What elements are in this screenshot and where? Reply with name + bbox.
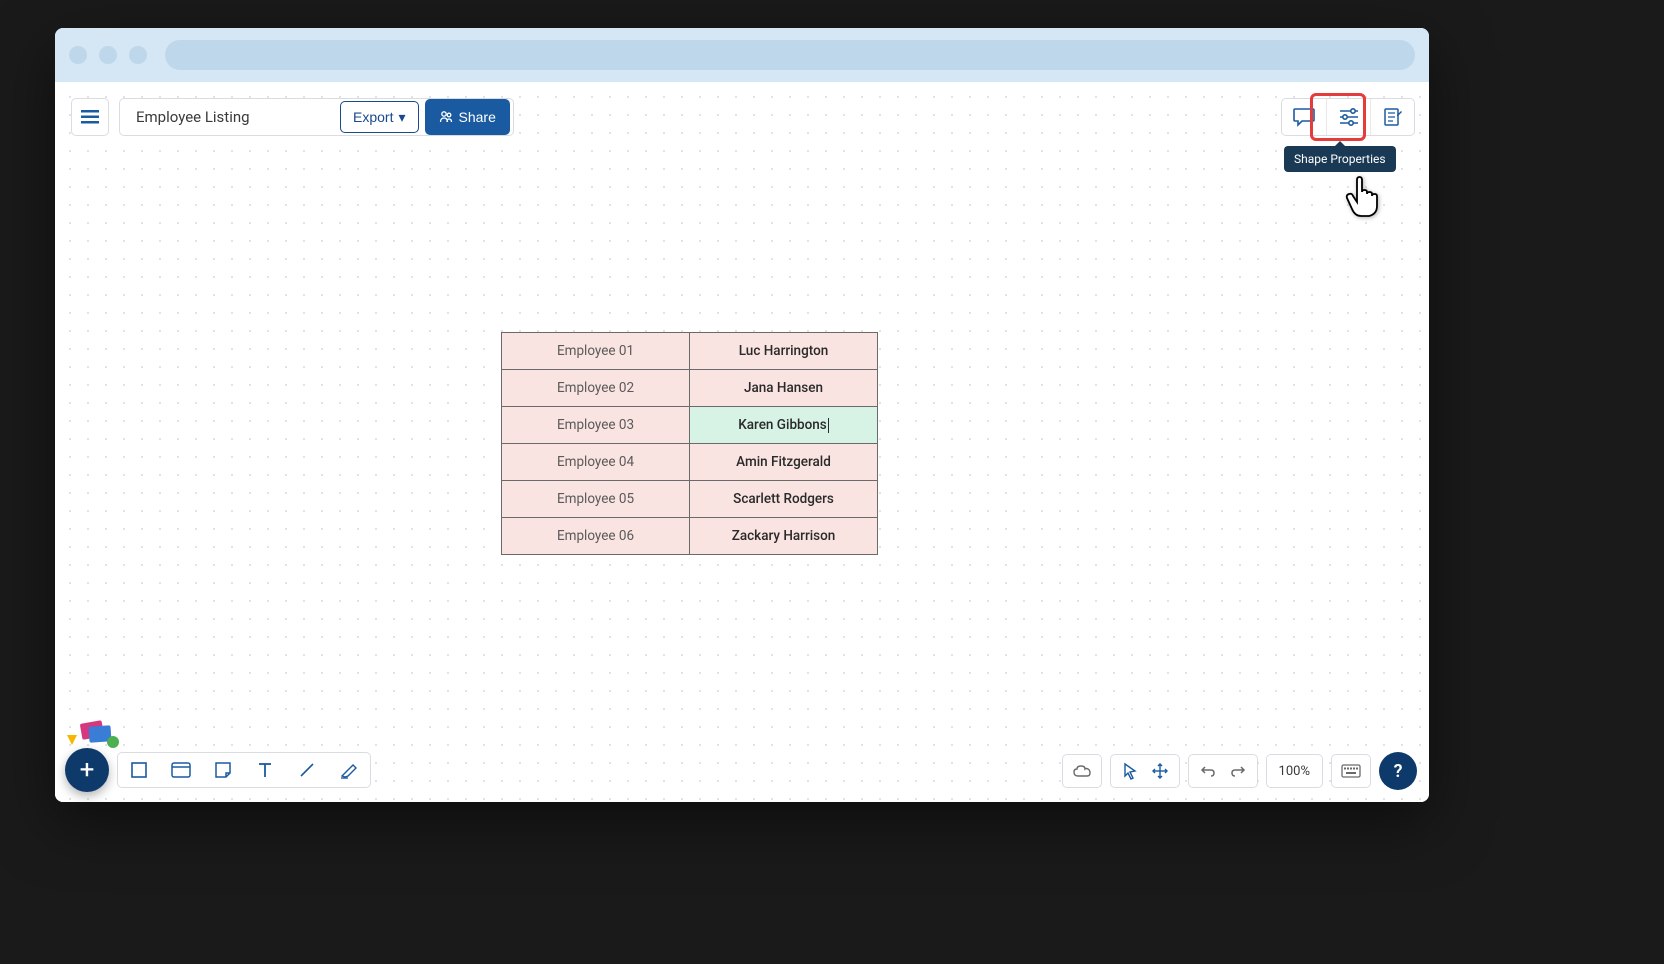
- sticky-note-tool[interactable]: [202, 752, 244, 788]
- chevron-down-icon: ▾: [398, 109, 405, 126]
- top-toolbar: Employee Listing Export ▾ Share: [71, 98, 514, 136]
- table-row[interactable]: Employee 03Karen Gibbons: [502, 407, 878, 444]
- traffic-lights: [69, 46, 147, 64]
- employee-label-cell[interactable]: Employee 05: [502, 481, 690, 518]
- square-icon: [130, 761, 148, 779]
- sticky-note-icon: [214, 761, 232, 779]
- tooltip-label: Shape Properties: [1294, 152, 1386, 166]
- table-row[interactable]: Employee 05Scarlett Rodgers: [502, 481, 878, 518]
- question-icon: ?: [1394, 761, 1403, 782]
- pointer-icon: [1122, 762, 1138, 780]
- browser-title-bar: [55, 28, 1429, 82]
- employee-table[interactable]: Employee 01Luc HarringtonEmployee 02Jana…: [501, 332, 878, 555]
- menu-button[interactable]: [71, 98, 109, 136]
- shape-properties-button[interactable]: [1326, 99, 1370, 135]
- table-row[interactable]: Employee 02Jana Hansen: [502, 370, 878, 407]
- employee-label-cell[interactable]: Employee 02: [502, 370, 690, 407]
- employee-name-cell[interactable]: Scarlett Rodgers: [690, 481, 878, 518]
- table-row[interactable]: Employee 06Zackary Harrison: [502, 518, 878, 555]
- employee-name-cell[interactable]: Jana Hansen: [690, 370, 878, 407]
- shape-toolbar: [117, 752, 371, 788]
- bottom-left-toolbar: +: [65, 748, 371, 792]
- text-icon: [256, 761, 274, 779]
- employee-label-cell[interactable]: Employee 06: [502, 518, 690, 555]
- text-tool[interactable]: [244, 752, 286, 788]
- add-button[interactable]: +: [65, 748, 109, 792]
- export-button[interactable]: Export ▾: [340, 101, 419, 133]
- notes-icon: [1383, 107, 1403, 127]
- maximize-dot[interactable]: [129, 46, 147, 64]
- card-icon: [171, 762, 191, 778]
- line-icon: [298, 761, 316, 779]
- highlighter-tool[interactable]: [328, 752, 370, 788]
- redo-icon: [1230, 764, 1246, 778]
- export-label: Export: [353, 109, 393, 125]
- highlighter-icon: [339, 761, 359, 779]
- keyboard-shortcuts-button[interactable]: [1336, 756, 1366, 786]
- table-row[interactable]: Employee 01Luc Harrington: [502, 333, 878, 370]
- canvas[interactable]: Employee Listing Export ▾ Share: [55, 82, 1429, 802]
- bottom-right-toolbar: 100% ?: [1062, 752, 1417, 790]
- pan-tool-button[interactable]: [1145, 756, 1175, 786]
- pointer-hand-icon: [1343, 174, 1383, 229]
- close-dot[interactable]: [69, 46, 87, 64]
- employee-label-cell[interactable]: Employee 04: [502, 444, 690, 481]
- comment-button[interactable]: [1282, 99, 1326, 135]
- document-title[interactable]: Employee Listing: [120, 108, 340, 126]
- app-window: Employee Listing Export ▾ Share: [55, 28, 1429, 802]
- sliders-icon: [1339, 108, 1359, 126]
- employee-name-cell[interactable]: Karen Gibbons: [690, 407, 878, 444]
- notes-button[interactable]: [1370, 99, 1414, 135]
- employee-name-cell[interactable]: Luc Harrington: [690, 333, 878, 370]
- undo-icon: [1200, 764, 1216, 778]
- shape-properties-tooltip: Shape Properties: [1284, 146, 1396, 172]
- fab-decoration-icon: [67, 720, 127, 750]
- employee-name-cell[interactable]: Zackary Harrison: [690, 518, 878, 555]
- share-button[interactable]: Share: [425, 99, 510, 135]
- employee-label-cell[interactable]: Employee 01: [502, 333, 690, 370]
- pointer-tool-button[interactable]: [1115, 756, 1145, 786]
- right-toolbar: [1281, 98, 1415, 136]
- card-tool[interactable]: [160, 752, 202, 788]
- hamburger-icon: [81, 110, 99, 124]
- plus-icon: +: [80, 755, 95, 785]
- line-tool[interactable]: [286, 752, 328, 788]
- undo-button[interactable]: [1193, 756, 1223, 786]
- help-button[interactable]: ?: [1379, 752, 1417, 790]
- rectangle-tool[interactable]: [118, 752, 160, 788]
- move-icon: [1151, 762, 1169, 780]
- cloud-sync-button[interactable]: [1067, 756, 1097, 786]
- table-row[interactable]: Employee 04Amin Fitzgerald: [502, 444, 878, 481]
- zoom-level[interactable]: 100%: [1271, 764, 1318, 779]
- minimize-dot[interactable]: [99, 46, 117, 64]
- employee-label-cell[interactable]: Employee 03: [502, 407, 690, 444]
- people-icon: [439, 110, 453, 124]
- employee-name-cell[interactable]: Amin Fitzgerald: [690, 444, 878, 481]
- address-bar[interactable]: [165, 40, 1415, 70]
- keyboard-icon: [1341, 764, 1361, 778]
- text-cursor: [828, 418, 829, 433]
- comment-icon: [1293, 107, 1315, 127]
- share-label: Share: [459, 109, 496, 125]
- redo-button[interactable]: [1223, 756, 1253, 786]
- cloud-icon: [1072, 764, 1092, 778]
- title-group: Employee Listing Export ▾ Share: [119, 98, 514, 136]
